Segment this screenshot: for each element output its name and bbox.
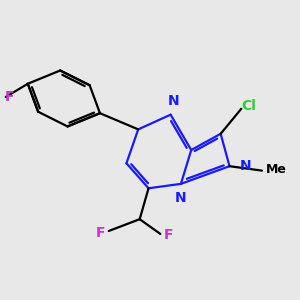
Text: F: F — [96, 226, 105, 240]
Text: Me: Me — [266, 163, 287, 176]
Text: N: N — [240, 159, 251, 173]
Text: Cl: Cl — [241, 99, 256, 113]
Text: N: N — [175, 191, 187, 205]
Text: N: N — [168, 94, 179, 108]
Text: F: F — [4, 90, 14, 104]
Text: F: F — [164, 228, 174, 242]
